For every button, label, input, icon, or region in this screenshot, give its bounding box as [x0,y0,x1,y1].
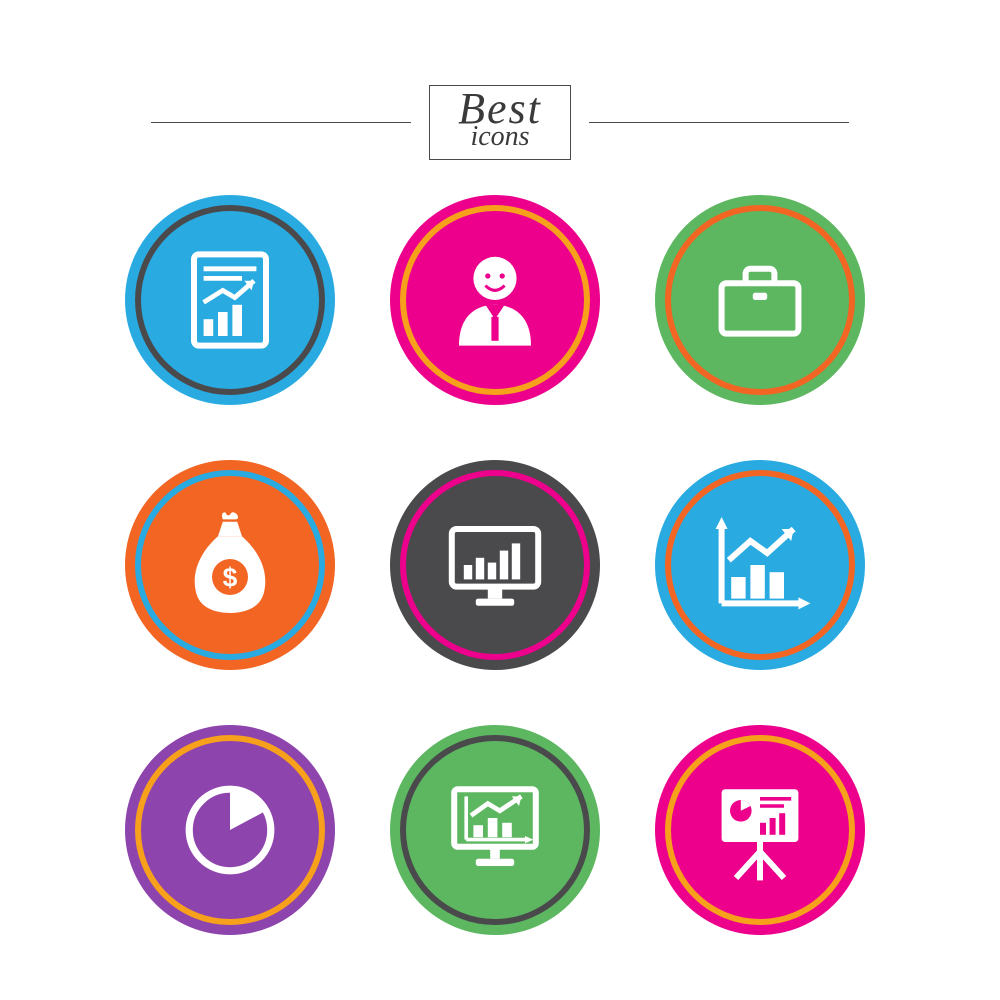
header: Best icons [0,85,1000,160]
title-box: Best icons [429,85,571,160]
title-line2: icons [458,125,542,149]
presentation-icon-glyph [700,770,820,890]
briefcase-icon [655,195,865,405]
monitor-chart-icon [390,460,600,670]
growth-chart-icon [655,460,865,670]
pie-chart-icon [125,725,335,935]
report-chart-icon [125,195,335,405]
money-bag-icon-glyph [170,505,290,625]
board-chart-icon-glyph [435,770,555,890]
briefcase-icon-glyph [700,240,820,360]
money-bag-icon [125,460,335,670]
growth-chart-icon-glyph [700,505,820,625]
presentation-icon [655,725,865,935]
icon-grid [125,195,865,935]
businessman-icon [390,195,600,405]
businessman-icon-glyph [435,240,555,360]
divider-right [589,122,849,124]
report-chart-icon-glyph [170,240,290,360]
pie-chart-icon-glyph [170,770,290,890]
divider-left [151,122,411,124]
monitor-chart-icon-glyph [435,505,555,625]
board-chart-icon [390,725,600,935]
